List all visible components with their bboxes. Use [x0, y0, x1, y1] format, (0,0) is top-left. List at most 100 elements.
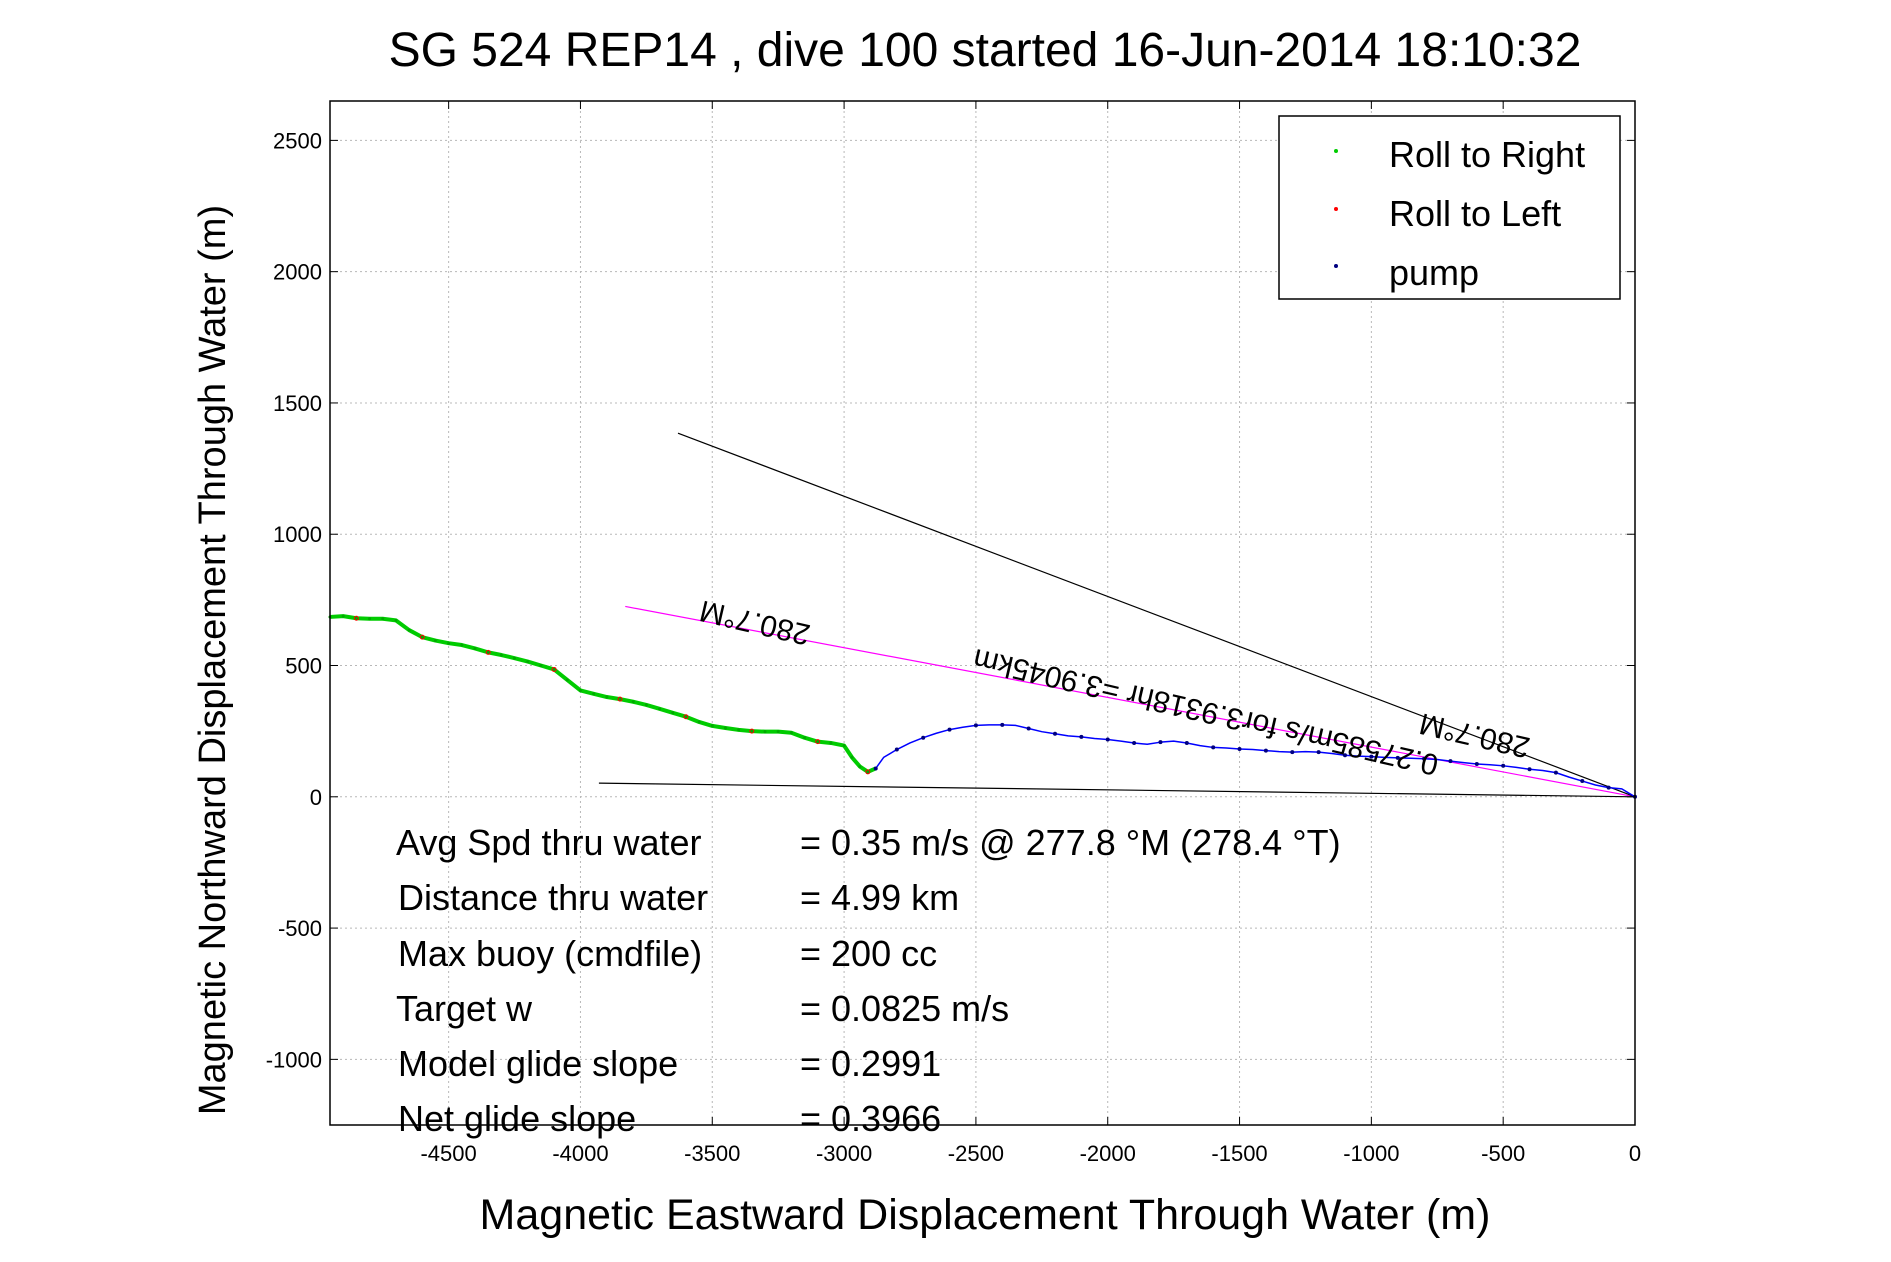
reference-line — [677, 432, 1636, 798]
roll-right-marker — [671, 711, 675, 715]
legend-marker-pump — [1334, 264, 1338, 268]
roll-right-marker — [499, 653, 503, 657]
roll-right-marker — [789, 731, 793, 735]
pump-marker — [1606, 785, 1611, 790]
y-ticks: -1000 -500 0 500 1000 1500 2000 2500 — [266, 128, 1635, 1072]
stat-value-avg-speed: = 0.35 m/s @ 277.8 °M (278.4 °T) — [800, 822, 1341, 863]
y-tick-label: 2000 — [273, 260, 322, 285]
x-tick-label: -1000 — [1343, 1141, 1399, 1166]
pump-marker — [1527, 767, 1532, 772]
x-ticks: -4500 -4000 -3500 -3000 -2500 -2000 -1500 -1000… — [420, 101, 1641, 1166]
roll-right-marker — [618, 697, 622, 701]
pump-marker — [1184, 740, 1189, 745]
x-tick-label: -2000 — [1080, 1141, 1136, 1166]
roll-right-marker — [447, 641, 451, 645]
y-axis-label: Magnetic Northward Displacement Through … — [192, 205, 234, 1115]
roll-right-marker — [341, 614, 345, 618]
x-tick-label: -2500 — [948, 1141, 1004, 1166]
stat-value-model-glide: = 0.2991 — [800, 1043, 941, 1084]
roll-right-marker — [407, 628, 411, 632]
roll-right-marker — [850, 755, 854, 759]
series-line — [875, 724, 1636, 798]
roll-right-marker — [842, 744, 846, 748]
y-tick-label: 1000 — [273, 522, 322, 547]
pump-marker — [1290, 750, 1295, 755]
pump-marker — [1422, 756, 1427, 761]
legend-marker-roll-right — [1334, 149, 1338, 153]
dive-stats: Avg Spd thru water = 0.35 m/s @ 277.8 °M… — [396, 822, 1341, 1139]
pump-marker — [947, 727, 952, 732]
stat-value-max-buoy: = 200 cc — [800, 933, 937, 974]
stat-value-distance: = 4.99 km — [800, 877, 959, 918]
pump-marker — [1395, 755, 1400, 760]
y-tick-label: 500 — [285, 654, 322, 679]
pump-marker — [1369, 754, 1374, 759]
reference-line — [625, 605, 1636, 798]
stat-label-model-glide: Model glide slope — [398, 1043, 678, 1084]
roll-right-marker — [776, 730, 780, 734]
y-tick-label: -1000 — [266, 1047, 322, 1072]
pump-marker — [1053, 731, 1057, 736]
y-tick-label: 2500 — [273, 128, 322, 153]
pump-marker — [1553, 770, 1558, 775]
x-tick-label: -3500 — [684, 1141, 740, 1166]
roll-right-marker — [858, 765, 862, 769]
roll-right-marker — [631, 700, 635, 704]
pump-marker — [1158, 740, 1163, 745]
y-tick-label: 0 — [310, 785, 322, 810]
roll-right-marker — [578, 688, 582, 692]
legend: Roll to Right Roll to Left pump — [1278, 115, 1621, 300]
stat-value-target-w: = 0.0825 m/s — [800, 988, 1009, 1029]
roll-right-marker — [552, 667, 556, 671]
x-tick-label: -3000 — [816, 1141, 872, 1166]
roll-right-marker — [750, 729, 754, 733]
roll-right-marker — [433, 639, 437, 643]
roll-right-marker — [605, 695, 609, 699]
pump-marker — [1026, 726, 1031, 731]
pump-marker — [1000, 722, 1005, 727]
roll-right-marker — [354, 616, 358, 620]
x-tick-label: -4000 — [552, 1141, 608, 1166]
roll-right-marker — [710, 724, 714, 728]
stat-label-distance: Distance thru water — [398, 877, 708, 918]
roll-right-marker — [684, 715, 688, 719]
pump-marker — [1501, 763, 1506, 768]
roll-right-marker — [644, 703, 648, 707]
pump-marker — [921, 735, 926, 740]
pump-marker — [1079, 734, 1084, 739]
stat-label-avg-speed: Avg Spd thru water — [396, 822, 702, 863]
roll-right-marker — [565, 678, 569, 682]
pump-marker — [1474, 761, 1479, 766]
roll-right-marker — [658, 707, 662, 711]
x-tick-label: -500 — [1481, 1141, 1525, 1166]
reference-line — [598, 782, 1636, 798]
legend-label-roll-left: Roll to Left — [1389, 193, 1561, 234]
roll-right-marker — [763, 730, 767, 734]
roll-right-marker — [866, 770, 870, 774]
pump-marker — [1448, 759, 1453, 764]
roll-right-marker — [368, 617, 372, 621]
pump-marker — [894, 747, 899, 752]
roll-right-marker — [803, 736, 807, 740]
roll-right-marker — [394, 618, 398, 622]
roll-right-marker — [486, 650, 490, 654]
roll-right-marker — [420, 635, 424, 639]
pump-marker — [1211, 745, 1216, 750]
legend-label-pump: pump — [1389, 252, 1479, 293]
reference-lines — [598, 432, 1636, 798]
pump-marker — [1105, 737, 1110, 742]
pump-marker — [973, 723, 978, 728]
heading-annotation: 280.7°M — [697, 594, 814, 651]
pump-marker — [1132, 740, 1137, 745]
roll-right-marker — [737, 728, 741, 732]
pump-marker — [1237, 747, 1242, 752]
x-tick-label: -1500 — [1211, 1141, 1267, 1166]
stat-label-net-glide: Net glide slope — [398, 1098, 636, 1139]
marker-group — [328, 614, 1637, 799]
stat-label-max-buoy: Max buoy (cmdfile) — [398, 933, 702, 974]
roll-right-marker — [381, 617, 385, 621]
pump-marker — [1343, 753, 1347, 758]
roll-right-marker — [723, 726, 727, 730]
